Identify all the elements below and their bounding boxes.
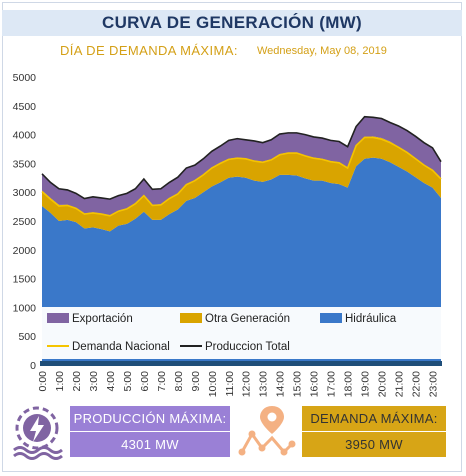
power-plant-lightning-icon xyxy=(6,400,68,462)
y-tick-label: 0 xyxy=(30,360,36,372)
max-production-value: 4301 MW xyxy=(70,432,230,457)
legend-label: Otra Generación xyxy=(205,313,290,325)
x-tick-label: 4:00 xyxy=(105,371,117,392)
y-tick-label: 3500 xyxy=(13,158,37,170)
x-tick-label: 11:00 xyxy=(224,371,236,397)
x-tick-label: 5:00 xyxy=(122,371,134,392)
x-tick-label: 1:00 xyxy=(54,371,66,392)
chart-lines xyxy=(41,115,442,217)
max-demand-date: Wednesday, May 08, 2019 xyxy=(257,45,387,57)
y-tick-label: 500 xyxy=(18,331,36,343)
y-tick-label: 1000 xyxy=(13,302,37,314)
max-demand-day-label: DÍA DE DEMANDA MÁXIMA: xyxy=(60,43,238,58)
x-tick-label: 3:00 xyxy=(88,371,100,392)
x-tick-label: 21:00 xyxy=(394,371,406,397)
x-tick-label: 22:00 xyxy=(411,371,423,397)
x-tick-label: 8:00 xyxy=(173,371,185,392)
x-tick-label: 17:00 xyxy=(326,371,338,397)
y-tick-label: 2000 xyxy=(13,245,37,257)
x-tick-label: 16:00 xyxy=(309,371,321,397)
line-demanda-nacional xyxy=(41,136,442,217)
x-tick-label: 23:00 xyxy=(428,371,440,397)
page-title: CURVA DE GENERACIÓN (MW) xyxy=(102,13,362,32)
y-tick-label: 3000 xyxy=(13,187,37,199)
x-tick-label: 20:00 xyxy=(377,371,389,397)
x-tick-label: 15:00 xyxy=(292,371,304,397)
y-tick-label: 4000 xyxy=(13,130,37,142)
x-tick-label: 14:00 xyxy=(275,371,287,397)
legend-label: Exportación xyxy=(72,313,133,325)
x-tick-label: 9:00 xyxy=(190,371,202,392)
generation-chart: 0 500 1000 1500 2000 2500 3000 3500 4000 4500 5000… xyxy=(13,72,442,397)
x-tick-label: 18:00 xyxy=(343,371,355,397)
legend-background xyxy=(42,307,441,359)
y-tick-label: 1500 xyxy=(13,274,37,286)
line-produccion-total xyxy=(41,115,442,200)
x-axis-ticks: 0:00 1:00 2:00 3:00 4:00 5:00 6:00 7:00 8:00 9:00… xyxy=(37,371,440,397)
x-axis-bar xyxy=(40,361,442,366)
max-demand-label: DEMANDA MÁXIMA: xyxy=(302,406,446,431)
dashboard-frame xyxy=(2,2,462,472)
location-graph-icon xyxy=(236,400,298,462)
legend-label: Demanda Nacional xyxy=(72,341,170,353)
y-tick-label: 4500 xyxy=(13,101,37,113)
area-otra-generaci-n xyxy=(42,136,441,232)
x-tick-label: 10:00 xyxy=(207,371,219,397)
chart-legend: Exportación Otra Generación Hidráulica Dema… xyxy=(42,307,441,359)
x-tick-label: 12:00 xyxy=(241,371,253,397)
max-demand-value: 3950 MW xyxy=(302,432,446,457)
x-tick-label: 6:00 xyxy=(139,371,151,392)
legend-label: Produccion Total xyxy=(205,341,290,353)
legend-swatch xyxy=(180,313,202,323)
max-production-label: PRODUCCIÓN MÁXIMA: xyxy=(70,406,230,431)
x-tick-label: 19:00 xyxy=(360,371,372,397)
area-exportacion xyxy=(42,116,441,216)
y-tick-label: 2500 xyxy=(13,216,37,228)
legend-label: Hidráulica xyxy=(345,313,397,325)
legend-swatch xyxy=(320,313,342,323)
x-tick-label: 2:00 xyxy=(71,371,83,392)
x-tick-label: 13:00 xyxy=(258,371,270,397)
title-bar: CURVA DE GENERACIÓN (MW) xyxy=(2,10,462,36)
y-axis-ticks: 0 500 1000 1500 2000 2500 3000 3500 4000 4500 5000 xyxy=(13,72,37,372)
y-tick-label: 5000 xyxy=(13,72,37,84)
legend-swatch xyxy=(47,313,69,323)
x-tick-label: 7:00 xyxy=(156,371,168,392)
x-tick-label: 0:00 xyxy=(37,371,49,392)
